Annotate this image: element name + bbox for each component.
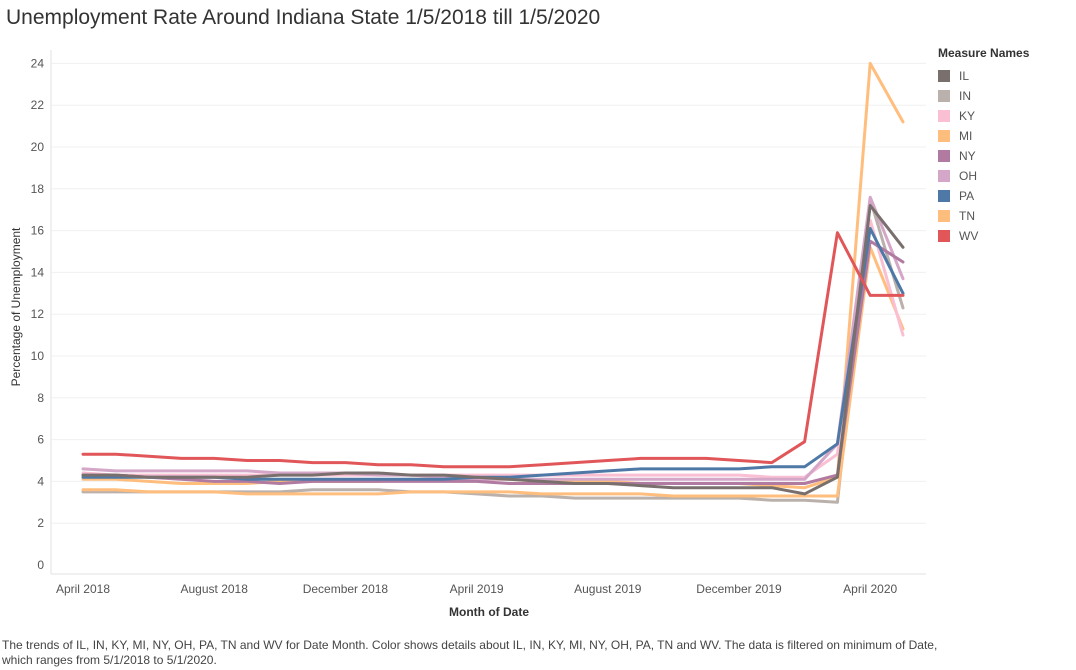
series-line-mi[interactable] [81,61,905,490]
legend-swatch [938,190,950,202]
legend-label: PA [959,189,975,203]
y-tick-label: 24 [31,56,45,70]
series-line-oh[interactable] [81,195,905,481]
x-tick-label: April 2018 [56,582,110,596]
y-tick-label: 4 [37,474,44,488]
legend-label: OH [959,169,977,183]
chart-caption: The trends of IL, IN, KY, MI, NY, OH, PA… [2,638,938,667]
series-line-tn[interactable] [81,245,905,498]
series-line-ny[interactable] [81,239,905,485]
y-tick-label: 20 [31,140,45,154]
y-axis-label: Percentage of Unemployment [9,227,23,386]
legend-items: IL IN KY MI NY OH PA TN WV [938,66,1068,246]
chart-title: Unemployment Rate Around Indiana State 1… [6,6,601,29]
legend-swatch [938,90,950,102]
x-tick-label: December 2019 [696,582,782,596]
legend-item-in[interactable]: IN [938,86,1068,106]
series-line-wv[interactable] [81,231,905,469]
legend-swatch [938,70,950,82]
y-tick-label: 0 [37,558,44,572]
legend-swatch [938,210,950,222]
series-lines [81,61,905,504]
legend-item-pa[interactable]: PA [938,186,1068,206]
legend-swatch [938,230,950,242]
legend-label: MI [959,129,973,143]
legend-item-il[interactable]: IL [938,66,1068,86]
legend-item-oh[interactable]: OH [938,166,1068,186]
y-tick-label: 10 [31,349,45,363]
x-tick-label: April 2020 [843,582,897,596]
x-tick-label: April 2019 [450,582,504,596]
series-line-pa[interactable] [81,227,905,481]
x-tick-label: August 2019 [574,582,642,596]
legend-swatch [938,110,950,122]
legend-label: NY [959,149,976,163]
gridlines [51,62,926,524]
legend: Measure Names IL IN KY MI NY OH PA TN WV [938,46,1068,246]
legend-item-mi[interactable]: MI [938,126,1068,146]
legend-title: Measure Names [938,46,1030,60]
y-tick-label: 14 [31,265,45,279]
y-tick-label: 12 [31,307,45,321]
y-tick-label: 16 [31,224,45,238]
legend-item-wv[interactable]: WV [938,226,1068,246]
legend-swatch [938,150,950,162]
x-axis-label: Month of Date [449,605,529,619]
legend-label: WV [959,229,979,243]
legend-swatch [938,170,950,182]
legend-item-tn[interactable]: TN [938,206,1068,226]
legend-label: IN [959,89,971,103]
legend-item-ny[interactable]: NY [938,146,1068,166]
y-tick-label: 2 [37,516,44,530]
legend-label: TN [959,209,975,223]
y-tick-label: 22 [31,98,45,112]
x-tick-label: August 2018 [181,582,249,596]
y-tick-label: 18 [31,182,45,196]
legend-label: KY [959,109,976,123]
legend-swatch [938,130,950,142]
x-tick-label: December 2018 [303,582,389,596]
series-line-ky[interactable] [81,218,905,479]
y-tick-label: 8 [37,391,44,405]
y-tick-label: 6 [37,433,44,447]
series-line-il[interactable] [81,204,905,496]
legend-item-ky[interactable]: KY [938,106,1068,126]
legend-label: IL [959,69,970,83]
